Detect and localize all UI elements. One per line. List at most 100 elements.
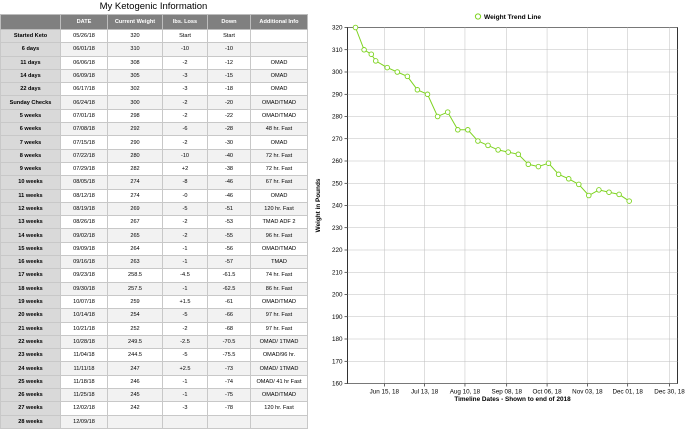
cell-date: 11/04/18 <box>60 348 108 363</box>
data-point <box>414 87 421 93</box>
cell-info: OMAD/ 1TMAD <box>250 361 308 376</box>
table-row: 25 weeks 11/18/18 246 -1 -74 OMAD/ 41 hr Fast <box>0 374 308 390</box>
data-point <box>485 142 491 149</box>
table-row: Started Keto 05/26/18 320 Start Start <box>0 28 308 44</box>
table-row: 6 days 06/01/18 310 -10 -10 <box>0 42 308 57</box>
cell-down: -51 <box>207 201 251 217</box>
y-axis-ticks: 160 170 180 190 200 210 220 230 240 250 260 270 280 2… <box>332 25 348 388</box>
table-row: 11 days 06/06/18 308 -2 -12 OMAD <box>0 55 308 70</box>
y-tick-label: 190 <box>332 314 343 321</box>
x-tick-label: Dec 30, 18 <box>654 389 685 396</box>
cell-info: OMAD/TMAD <box>250 95 308 110</box>
data-point <box>424 91 431 98</box>
cell-weight: 242 <box>107 401 163 416</box>
table-row: 19 weeks 10/07/18 259 +1.5 -61 OMAD/TMAD <box>0 294 308 310</box>
data-point <box>384 64 390 71</box>
cell-period: 25 weeks <box>0 374 61 390</box>
cell-info: TMAD ADF 2 <box>250 215 308 230</box>
cell-loss: -1 <box>162 281 208 296</box>
cell-info: OMAD/ 41 hr Fast <box>250 374 308 390</box>
y-tick-label: 280 <box>332 114 343 121</box>
cell-date: 10/07/18 <box>60 294 108 310</box>
cell-down: -46 <box>207 188 251 203</box>
cell-period: 18 weeks <box>0 281 61 296</box>
cell-weight: 308 <box>107 55 163 70</box>
cell-weight: 245 <box>107 388 163 403</box>
data-point <box>455 127 461 133</box>
cell-date: 08/12/18 <box>60 188 108 203</box>
cell-loss: -2 <box>162 228 208 243</box>
cell-loss: +2.5 <box>162 361 208 376</box>
weight-trend-chart-panel: Weight Trend Line 160 170 180 190 200 210 220 2… <box>307 0 690 411</box>
cell-down: -56 <box>207 241 251 257</box>
cell-period: 15 weeks <box>0 241 61 257</box>
cell-date: 10/21/18 <box>60 321 108 336</box>
cell-period: 22 days <box>0 82 61 97</box>
cell-date: 08/05/18 <box>60 175 108 190</box>
cell-down: -57 <box>207 255 251 270</box>
cell-weight: 246 <box>107 374 163 390</box>
cell-weight: 249.5 <box>107 334 163 350</box>
data-point <box>525 161 532 168</box>
cell-weight: 264 <box>107 241 163 257</box>
cell-loss: -2 <box>162 55 208 70</box>
legend-label: Weight Trend Line <box>484 14 541 21</box>
cell-loss: -2 <box>162 321 208 336</box>
cell-period: 5 weeks <box>0 108 61 124</box>
cell-date: 07/15/18 <box>60 135 108 150</box>
cell-info: 96 hr. Fast <box>250 228 308 243</box>
ketogenic-info-panel: My Ketogenic Information DATE Current Wei… <box>0 0 308 429</box>
y-tick-label: 180 <box>332 336 343 343</box>
cell-down: -18 <box>207 82 251 97</box>
x-tick-label: Dec 01, 18 <box>612 389 643 396</box>
y-tick-label: 250 <box>332 180 343 187</box>
x-tick-label: Nov 03, 18 <box>572 389 603 396</box>
gridlines <box>347 27 678 384</box>
cell-date: 09/02/18 <box>60 228 108 243</box>
cell-period: 11 weeks <box>0 188 61 203</box>
cell-info: OMAD/TMAD <box>250 241 308 257</box>
y-tick-label: 260 <box>332 158 343 165</box>
table-row: 22 days 06/17/18 302 -3 -18 OMAD <box>0 82 308 97</box>
cell-down: -61.5 <box>207 268 251 283</box>
cell-info: 97 hr. Fast <box>250 321 308 336</box>
cell-weight: 290 <box>107 135 163 150</box>
data-point <box>515 151 522 158</box>
cell-loss <box>162 414 208 429</box>
cell-loss: -3 <box>162 401 208 416</box>
cell-loss: -4.5 <box>162 268 208 283</box>
table-row: 14 weeks 09/02/18 265 -2 -55 96 hr. Fast <box>0 228 308 243</box>
data-point <box>565 176 572 182</box>
cell-info: OMAD <box>250 82 308 97</box>
cell-period: 14 weeks <box>0 228 61 243</box>
data-point <box>444 109 451 115</box>
table-row: 21 weeks 10/21/18 252 -2 -68 97 hr. Fast <box>0 321 308 336</box>
cell-loss: -1 <box>162 255 208 270</box>
weight-series <box>352 24 632 204</box>
cell-loss: -1 <box>162 241 208 257</box>
x-tick-label: Sep 08, 18 <box>492 389 523 396</box>
table-row: 28 weeks 12/09/18 <box>0 414 308 429</box>
cell-period: 11 days <box>0 55 61 70</box>
cell-weight: 298 <box>107 108 163 124</box>
cell-info <box>250 42 308 57</box>
cell-loss: +2 <box>162 161 208 177</box>
cell-date: 05/26/18 <box>60 28 108 44</box>
y-tick-label: 310 <box>332 47 343 54</box>
cell-down: -74 <box>207 374 251 390</box>
cell-loss: -0 <box>162 188 208 203</box>
y-tick-label: 320 <box>332 25 343 32</box>
cell-down: -70.5 <box>207 334 251 350</box>
table-row: 26 weeks 11/25/18 245 -1 -75 OMAD/TMAD <box>0 388 308 403</box>
weight-log-table: DATE Current Weight lbs. Loss Down Additiona… <box>0 14 308 429</box>
table-row: 5 weeks 07/01/18 298 -2 -22 OMAD/TMAD <box>0 108 308 124</box>
cell-loss: -6 <box>162 122 208 137</box>
cell-period: 22 weeks <box>0 334 61 350</box>
cell-down: -12 <box>207 55 251 70</box>
cell-date: 08/19/18 <box>60 201 108 217</box>
cell-loss: -2 <box>162 108 208 124</box>
cell-down: Start <box>207 28 251 44</box>
data-point <box>404 73 411 80</box>
x-axis-ticks: Jun 15, 18 Jul 13, 18 Aug 10, 18 Sep 08, 18… <box>370 383 685 396</box>
cell-loss: -5 <box>162 201 208 217</box>
